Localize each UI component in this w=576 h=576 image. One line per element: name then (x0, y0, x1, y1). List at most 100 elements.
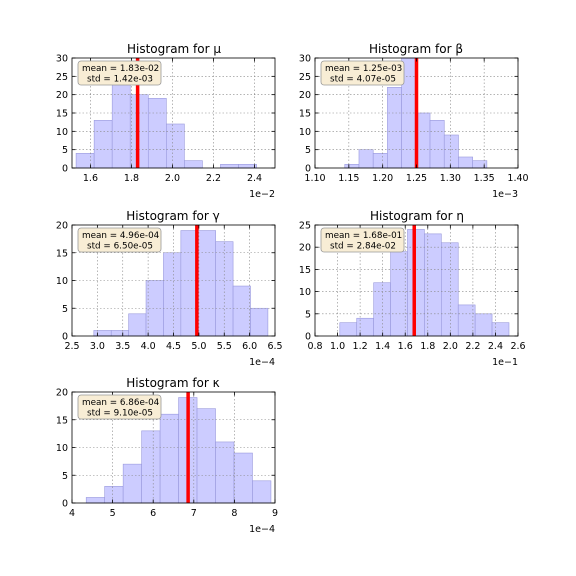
y-tick-label: 15 (56, 415, 68, 426)
x-tick-label: 2.2 (465, 341, 480, 352)
x-tick-label: 4.5 (166, 341, 181, 352)
y-tick-label: 30 (299, 54, 311, 65)
histogram-bar (252, 480, 272, 504)
subplot-mu: Histogram for μ 1.6 1.8 2.0 2.2 2.4 0 5 10 15 20 2… (56, 42, 276, 200)
subplot-beta: Histogram for β 1.10 1.15 1.20 1.25 1.30 1.35… (299, 42, 529, 200)
histogram-bar (441, 242, 459, 337)
y-tick-label: 0 (305, 164, 311, 175)
x-tick-label: 7 (191, 508, 197, 519)
y-tick-label: 20 (56, 90, 68, 101)
histogram-bar (163, 252, 182, 337)
x-tick-label: 1.20 (372, 173, 393, 184)
histogram-bar (196, 408, 216, 504)
stats-std-text: std = 1.42e-03 (87, 75, 153, 85)
x-tick-label: 8 (231, 508, 237, 519)
y-tick-label: 10 (56, 127, 68, 138)
x-tick-label: 6 (150, 508, 156, 519)
histogram-bar (238, 164, 257, 169)
x-tick-label: 5.0 (191, 341, 206, 352)
x-tick-label: 1.6 (398, 341, 413, 352)
x-tick-label: 2.4 (247, 173, 262, 184)
chart-title: Histogram for μ (127, 42, 221, 56)
histogram-bar (424, 233, 442, 337)
chart-title: Histogram for γ (126, 209, 219, 223)
y-tick-label: 5 (305, 309, 311, 320)
histogram-bar (443, 134, 459, 169)
x-axis-multiplier: 1e−3 (492, 189, 518, 200)
x-tick-label: 1.8 (420, 341, 435, 352)
y-tick-label: 5 (62, 471, 68, 482)
histogram-bar (344, 164, 360, 169)
x-tick-label: 3.0 (90, 341, 105, 352)
histogram-bar (474, 313, 493, 337)
histogram-bar (232, 285, 251, 337)
y-tick-label: 0 (62, 164, 68, 175)
histogram-bar (233, 452, 253, 504)
y-tick-label: 0 (62, 332, 68, 343)
x-axis-multiplier: 1e−4 (249, 524, 275, 535)
stats-annotation-box (77, 227, 162, 253)
x-tick-label: 5.5 (217, 341, 232, 352)
stats-mean-text: mean = 1.83e-02 (82, 64, 159, 74)
x-axis-multiplier: 1e−4 (249, 357, 275, 368)
histogram-bar (93, 120, 113, 169)
histogram-bar (429, 120, 445, 169)
stats-mean-text: mean = 1.68e-01 (325, 231, 402, 241)
x-tick-label: 2.4 (488, 341, 503, 352)
y-tick-label: 0 (62, 499, 68, 510)
x-tick-label: 1.35 (474, 173, 495, 184)
histogram-bar (458, 156, 473, 169)
y-tick-label: 5 (62, 145, 68, 156)
histogram-bar (387, 87, 402, 169)
x-tick-label: 1.2 (353, 341, 368, 352)
y-tick-label: 20 (56, 221, 68, 232)
histogram-bar (128, 313, 147, 337)
histogram-bar (141, 430, 161, 504)
x-tick-label: 1.6 (83, 173, 98, 184)
y-tick-label: 25 (299, 72, 311, 83)
histogram-bar (184, 160, 203, 169)
y-tick-label: 20 (299, 90, 311, 101)
y-tick-label: 10 (299, 287, 311, 298)
histogram-bar (197, 230, 216, 337)
y-tick-label: 5 (305, 145, 311, 156)
x-tick-label: 1.10 (304, 173, 325, 184)
chart-title: Histogram for β (369, 42, 463, 56)
x-tick-label: 2.5 (64, 341, 79, 352)
x-tick-label: 3.5 (115, 341, 130, 352)
y-tick-label: 5 (62, 304, 68, 315)
x-tick-label: 9 (272, 508, 278, 519)
x-tick-label: 2.0 (165, 173, 180, 184)
x-tick-label: 2.0 (443, 341, 458, 352)
x-tick-label: 1.4 (375, 341, 390, 352)
y-tick-label: 15 (56, 109, 68, 120)
stats-annotation-box (77, 60, 162, 86)
x-tick-label: 1.40 (507, 173, 528, 184)
y-tick-label: 0 (305, 332, 311, 343)
y-tick-label: 20 (56, 388, 68, 399)
x-tick-label: 4.0 (141, 341, 156, 352)
stats-mean-text: mean = 1.25e-03 (325, 64, 402, 74)
histogram-bar (358, 149, 374, 169)
subplot-kappa: Histogram for κ 4 5 6 7 8 9 0 5 10 15 20 1e−4 mean =… (56, 376, 278, 535)
histogram-bar (491, 322, 510, 337)
stats-std-text: std = 4.07e-05 (330, 75, 396, 85)
y-tick-label: 15 (299, 109, 311, 120)
histogram-bar (215, 441, 235, 504)
stats-std-text: std = 9.10e-05 (87, 409, 153, 419)
y-tick-label: 20 (299, 243, 311, 254)
x-tick-label: 6.0 (242, 341, 257, 352)
histogram-bar (220, 164, 239, 169)
y-tick-label: 25 (56, 72, 68, 83)
stats-std-text: std = 2.84e-02 (330, 242, 396, 252)
histogram-bar (147, 98, 167, 169)
x-tick-label: 2.6 (510, 341, 525, 352)
histogram-bar (93, 330, 112, 337)
y-tick-label: 10 (299, 127, 311, 138)
y-tick-label: 15 (299, 265, 311, 276)
chart-title: Histogram for η (370, 209, 464, 223)
stats-annotation-box (320, 227, 405, 253)
axes-frame (314, 224, 519, 337)
x-axis-multiplier: 1e−1 (492, 357, 518, 368)
